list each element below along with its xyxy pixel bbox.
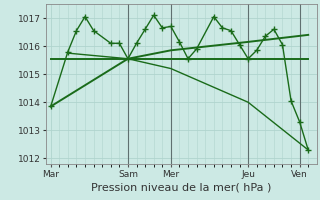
X-axis label: Pression niveau de la mer( hPa ): Pression niveau de la mer( hPa ) (92, 183, 272, 193)
